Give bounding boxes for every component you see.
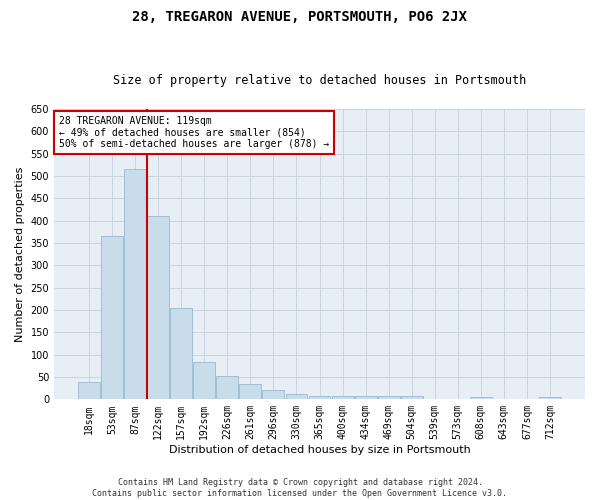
Bar <box>401 396 422 400</box>
Bar <box>308 396 331 400</box>
Title: Size of property relative to detached houses in Portsmouth: Size of property relative to detached ho… <box>113 74 526 87</box>
Text: 28 TREGARON AVENUE: 119sqm
← 49% of detached houses are smaller (854)
50% of sem: 28 TREGARON AVENUE: 119sqm ← 49% of deta… <box>59 116 329 150</box>
Bar <box>332 396 353 400</box>
Bar <box>262 390 284 400</box>
Text: Contains HM Land Registry data © Crown copyright and database right 2024.
Contai: Contains HM Land Registry data © Crown c… <box>92 478 508 498</box>
Bar <box>355 396 377 400</box>
Bar <box>539 397 561 400</box>
Bar <box>193 362 215 400</box>
Bar <box>170 308 192 400</box>
Bar <box>124 170 146 400</box>
Bar <box>286 394 307 400</box>
Bar <box>101 236 123 400</box>
Bar <box>239 384 262 400</box>
Bar <box>470 397 492 400</box>
X-axis label: Distribution of detached houses by size in Portsmouth: Distribution of detached houses by size … <box>169 445 470 455</box>
Y-axis label: Number of detached properties: Number of detached properties <box>15 166 25 342</box>
Bar <box>147 216 169 400</box>
Text: 28, TREGARON AVENUE, PORTSMOUTH, PO6 2JX: 28, TREGARON AVENUE, PORTSMOUTH, PO6 2JX <box>133 10 467 24</box>
Bar <box>217 376 238 400</box>
Bar <box>78 382 100 400</box>
Bar <box>377 396 400 400</box>
